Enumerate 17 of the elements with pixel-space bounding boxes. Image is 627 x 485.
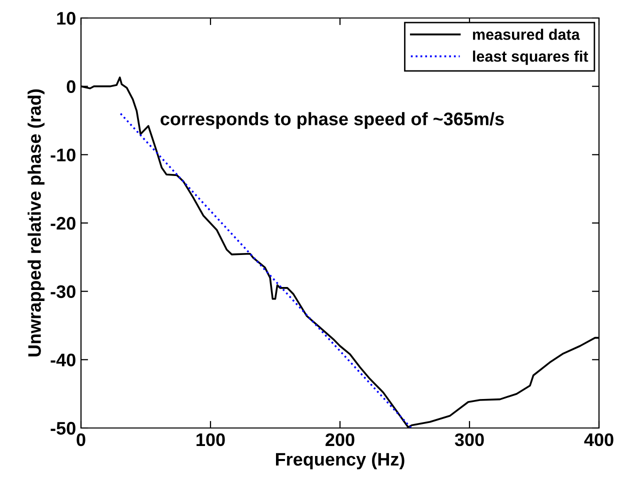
legend-label: least squares fit: [473, 50, 588, 65]
y-tick-label: -50: [50, 422, 76, 435]
y-tick-label: 10: [57, 12, 76, 25]
x-tick-label: 0: [76, 433, 86, 446]
legend-label: measured data: [472, 28, 580, 40]
x-tick-label: 400: [584, 433, 614, 446]
y-tick-label: -30: [50, 285, 76, 298]
y-axis-title: Unwrapped relative phase (rad): [28, 89, 44, 356]
y-tick-label: 0: [66, 80, 76, 94]
annotation: corresponds to phase speed of ~365m/s: [160, 112, 504, 129]
x-tick-label: 300: [454, 433, 484, 446]
x-tick-label: 200: [326, 433, 354, 446]
x-tick-label: 100: [196, 433, 225, 446]
x-axis-title: Frequency (Hz): [276, 452, 404, 470]
y-tick-label: -40: [50, 354, 76, 366]
y-tick-label: -20: [50, 216, 76, 230]
y-tick-label: -10: [50, 148, 76, 162]
